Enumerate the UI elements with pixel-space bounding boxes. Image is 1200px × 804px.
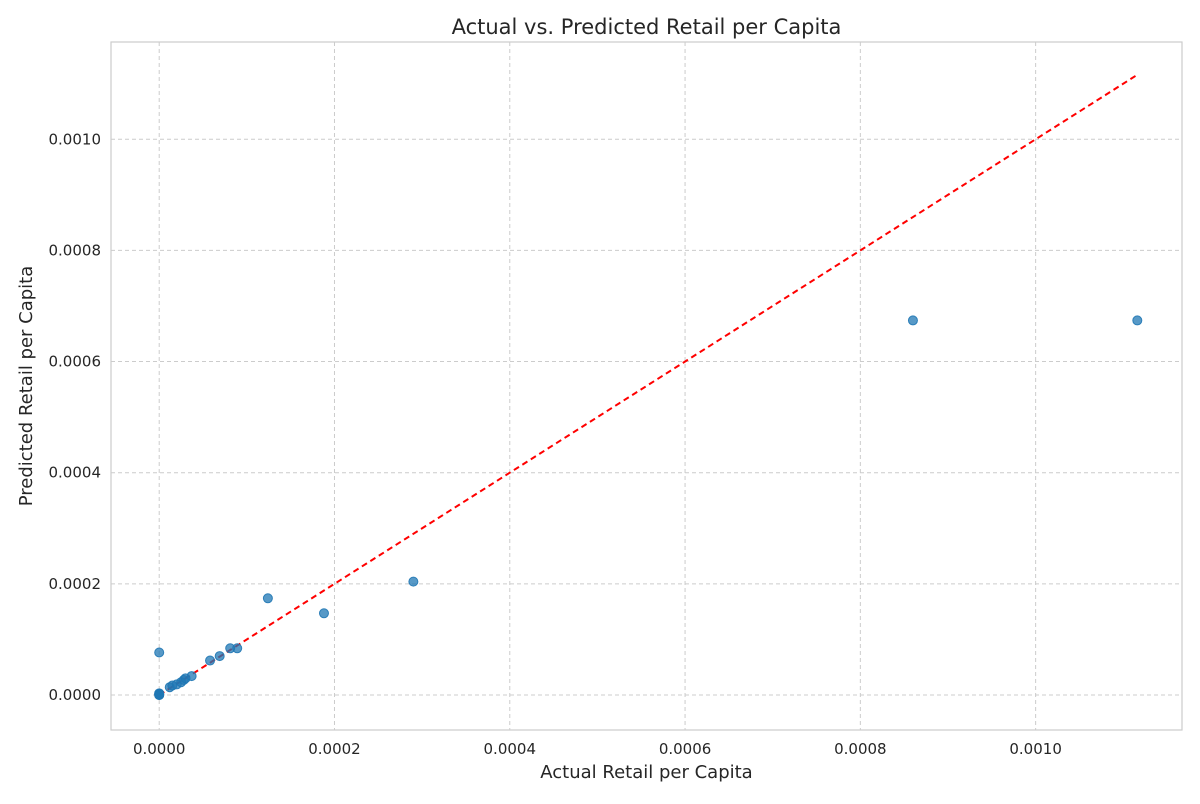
chart-title: Actual vs. Predicted Retail per Capita xyxy=(452,15,842,39)
grid xyxy=(111,42,1182,730)
scatter-point xyxy=(154,647,165,658)
plot-frame xyxy=(110,41,1183,731)
y-tick-label: 0.0008 xyxy=(49,241,102,259)
data-points xyxy=(154,315,1143,700)
x-tick-label: 0.0010 xyxy=(1009,740,1062,758)
y-tick-label: 0.0006 xyxy=(49,353,102,371)
x-tick-label: 0.0002 xyxy=(308,740,361,758)
scatter-point xyxy=(214,651,225,662)
reference-line xyxy=(158,73,1138,696)
x-tick-label: 0.0004 xyxy=(484,740,537,758)
scatter-point xyxy=(154,688,165,699)
y-tick-label: 0.0000 xyxy=(49,686,102,704)
y-tick-label: 0.0010 xyxy=(49,130,102,148)
scatter-point xyxy=(1132,315,1143,326)
x-axis-label: Actual Retail per Capita xyxy=(540,762,752,783)
y-tick-label: 0.0002 xyxy=(49,575,102,593)
x-tick-labels: 0.0000 0.0002 0.0004 0.0006 0.0008 0.0010 xyxy=(133,740,1062,758)
scatter-point xyxy=(318,608,329,619)
y-axis-label: Predicted Retail per Capita xyxy=(16,266,37,507)
scatter-point xyxy=(262,593,273,604)
x-tick-label: 0.0000 xyxy=(133,740,186,758)
y-tick-labels: 0.0000 0.0002 0.0004 0.0006 0.0008 0.0010 xyxy=(49,130,102,704)
x-tick-label: 0.0006 xyxy=(659,740,712,758)
scatter-point xyxy=(205,655,216,666)
y-tick-label: 0.0004 xyxy=(49,464,102,482)
scatter-point xyxy=(186,671,197,682)
scatter-point xyxy=(408,576,419,587)
scatter-point xyxy=(907,315,918,326)
x-tick-label: 0.0008 xyxy=(834,740,887,758)
scatter-point xyxy=(232,643,243,654)
